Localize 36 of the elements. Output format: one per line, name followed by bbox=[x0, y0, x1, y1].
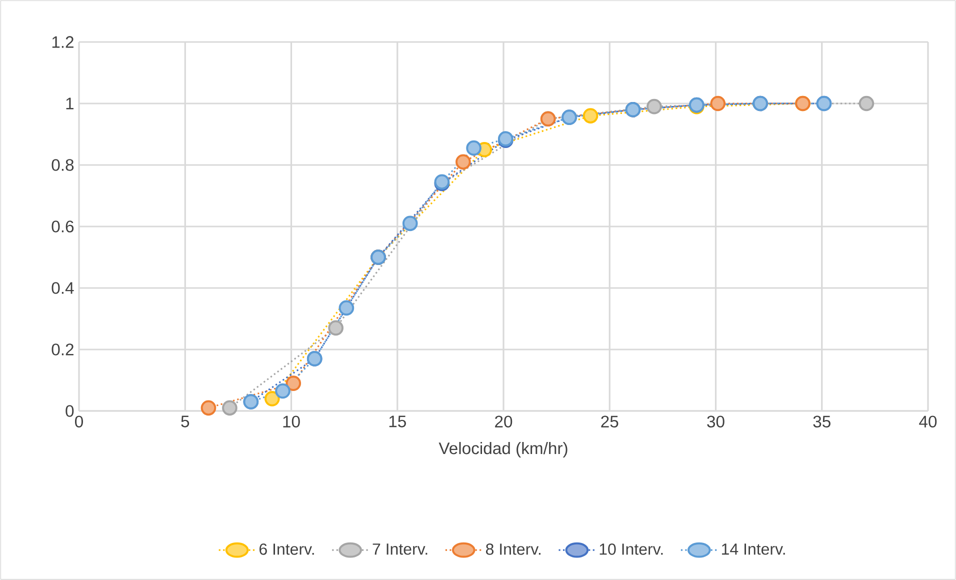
y-tick-label: 0.6 bbox=[52, 220, 74, 232]
point bbox=[466, 140, 482, 156]
point bbox=[646, 98, 662, 114]
point bbox=[264, 391, 280, 406]
point bbox=[338, 300, 354, 316]
point bbox=[582, 108, 598, 124]
x-tick-label: 40 bbox=[919, 416, 937, 428]
legend-label: 8 Interv. bbox=[486, 544, 540, 555]
x-tick-label: 15 bbox=[389, 416, 406, 428]
y-tick-label: 0.8 bbox=[52, 159, 74, 171]
x-axis-title: Velocidad (km/hr) bbox=[438, 442, 568, 458]
legend-label: 7 Interv. bbox=[372, 544, 428, 555]
point bbox=[456, 154, 471, 170]
x-tick-label: 10 bbox=[283, 416, 300, 428]
x-tick-label: 5 bbox=[181, 416, 190, 428]
legend-label: 10 Interv. bbox=[600, 544, 663, 555]
y-tick-label: 1.2 bbox=[52, 36, 74, 48]
y-tick-label: 0 bbox=[66, 405, 74, 417]
legend-label: 14 Interv. bbox=[722, 544, 785, 555]
legend-label: 6 Interv. bbox=[260, 544, 314, 555]
point bbox=[402, 216, 418, 232]
x-tick-label: 30 bbox=[707, 416, 724, 428]
point bbox=[328, 320, 344, 336]
y-tick-label: 1 bbox=[66, 98, 74, 110]
x-tick-label: 20 bbox=[495, 416, 512, 428]
point bbox=[858, 96, 874, 112]
y-tick-label: 0.2 bbox=[52, 344, 74, 356]
x-tick-label: 0 bbox=[75, 416, 83, 428]
x-tick-label: 25 bbox=[601, 416, 618, 428]
point bbox=[275, 383, 290, 399]
point bbox=[710, 96, 726, 112]
x-tick-label: 35 bbox=[813, 416, 830, 428]
y-tick-label: 0.4 bbox=[52, 282, 74, 294]
point bbox=[286, 376, 302, 391]
point bbox=[200, 400, 216, 416]
point bbox=[222, 400, 238, 416]
